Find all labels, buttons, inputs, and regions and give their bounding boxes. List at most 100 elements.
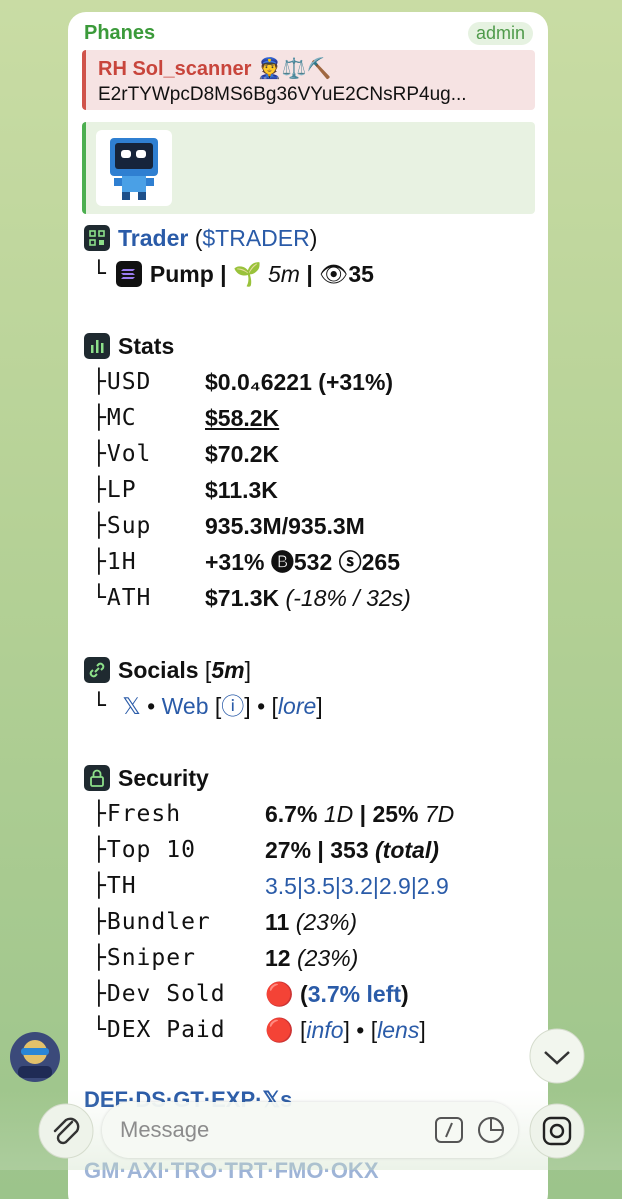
text-run: 5m: [211, 657, 245, 683]
text-run: |: [299, 261, 320, 287]
row-label: └DEX Paid: [92, 1017, 226, 1043]
sender-name[interactable]: Phanes: [84, 22, 156, 44]
text-run: 7D: [418, 801, 455, 827]
line-heading: Stats: [84, 328, 544, 364]
text-run: |: [353, 801, 373, 827]
admin-badge: admin: [468, 22, 534, 45]
text-run: 🔴: [265, 1017, 301, 1043]
text-run: 12: [265, 945, 291, 971]
row-label: └ATH: [92, 585, 152, 611]
text-run: 35: [348, 261, 374, 287]
qr-icon: [84, 225, 110, 251]
link-text[interactable]: lore: [277, 693, 317, 719]
row-label: ├Dev Sold: [92, 981, 226, 1007]
footer-links[interactable]: GM·AXI·TRO·TRT·FMO·OKX: [84, 1158, 379, 1183]
text-run: (23%): [290, 945, 359, 971]
token-image[interactable]: [96, 130, 172, 206]
line-row: ├LP $11.3K: [84, 472, 544, 508]
text-run: 11: [265, 909, 290, 935]
link-text[interactable]: 3.7% left: [307, 981, 402, 1007]
scroll-down-button[interactable]: [528, 1027, 586, 1085]
row-label: ├1H: [92, 549, 137, 575]
text-run: Socials: [118, 657, 199, 683]
text-run: Pump |: [149, 261, 227, 287]
text-run: 6.7%: [265, 801, 318, 827]
link-text[interactable]: 𝕏: [115, 693, 141, 719]
reply-title: RH Sol_scanner 👮⚖️⛏️: [98, 58, 332, 80]
link-text[interactable]: Web: [161, 693, 209, 719]
text-run: $71.3K: [205, 585, 280, 611]
text-run: 25%: [372, 801, 419, 827]
avatar[interactable]: [8, 1030, 62, 1084]
line-row: ├Sup 935.3M/935.3M: [84, 508, 544, 544]
reply-text: E2rTYWpcD8MS6Bg36VYuE2CNsRP4ug...: [98, 84, 467, 105]
line-row: ├Top 10 27% | 353 (total): [84, 832, 544, 868]
text-run: 1D: [317, 801, 354, 827]
text-run: ]: [419, 1017, 426, 1043]
lock-icon: [84, 765, 110, 791]
text-run: └: [92, 693, 106, 719]
row-label: ├Sup: [92, 513, 152, 539]
line-row: ├MC $58.2K: [84, 400, 544, 436]
line-row: ├Sniper 12 (23%): [84, 940, 544, 976]
text-run: [: [198, 657, 212, 683]
text-run: ): [309, 225, 318, 251]
row-label: ├USD: [92, 369, 152, 395]
line-sub: └ Pump | 🌱 5m | 👁 35: [84, 256, 544, 292]
text-run: (: [300, 981, 308, 1007]
line-row: ├Bundler 11 (23%): [84, 904, 544, 940]
text-run: Stats: [118, 333, 175, 359]
row-label: ├LP: [92, 477, 137, 503]
stats-icon: [84, 333, 110, 359]
link-text[interactable]: $TRADER: [202, 225, 310, 251]
link-text[interactable]: info: [306, 1017, 344, 1043]
commands-icon[interactable]: [434, 1116, 464, 1144]
message-input[interactable]: Message: [102, 1102, 518, 1158]
text-run: [: [300, 1017, 307, 1043]
line-row: ├Fresh 6.7% 1D | 25% 7D: [84, 796, 544, 832]
text-run: 5m: [268, 261, 300, 287]
text-run: $58.2K: [205, 405, 280, 431]
link-icon: [84, 657, 110, 683]
text-run: [: [208, 693, 222, 719]
input-placeholder: Message: [120, 1117, 210, 1142]
text-run: ]: [244, 657, 251, 683]
row-label: ├Fresh: [92, 801, 182, 827]
text-run: 935.3M/935.3M: [205, 513, 365, 539]
link-text[interactable]: 3.5|3.5|3.2|2.9|2.9: [265, 873, 449, 899]
line-title: Trader ($TRADER): [84, 220, 544, 256]
camera-button[interactable]: [528, 1102, 586, 1160]
message-body: Trader ($TRADER) └ Pump | 🌱 5m | 👁 35 Stats ├…: [84, 220, 544, 1118]
text-run: 🌱: [226, 261, 268, 287]
text-run: └: [92, 261, 106, 287]
sticker-icon[interactable]: [476, 1115, 506, 1145]
text-run: +31% 🅑532 ⓢ265: [205, 549, 400, 575]
row-label: ├Vol: [92, 441, 152, 467]
line-row: └ATH $71.3K (-18% / 32s): [84, 580, 544, 616]
sol-icon: [115, 261, 142, 287]
line-row: ├1H +31% 🅑532 ⓢ265: [84, 544, 544, 580]
line-row: ├Dev Sold 🔴 (3.7% left): [84, 976, 544, 1012]
row-label: ├Bundler: [92, 909, 211, 935]
link-text[interactable]: lens: [377, 1017, 420, 1043]
line-heading: Socials [5m]: [84, 652, 544, 688]
text-run: (total): [368, 837, 439, 863]
row-label: ├MC: [92, 405, 137, 431]
text-run: $70.2K: [205, 441, 280, 467]
line-sub: └ 𝕏 • Web [ⓘ] • [lore]: [84, 688, 544, 724]
text-run: 27% | 353: [265, 837, 369, 863]
text-run: (-18% / 32s): [279, 585, 411, 611]
link-text[interactable]: Trader: [118, 225, 189, 251]
text-run: 👁: [319, 261, 349, 287]
reply-quote[interactable]: RH Sol_scanner 👮⚖️⛏️ E2rTYWpcD8MS6Bg36VY…: [82, 50, 535, 110]
text-run: (23%): [289, 909, 358, 935]
text-run: •: [140, 693, 162, 719]
text-run: (: [188, 225, 203, 251]
attach-button[interactable]: [37, 1102, 95, 1160]
row-label: ├Top 10: [92, 837, 196, 863]
text-run: 🔴: [265, 981, 301, 1007]
text-run: ): [401, 981, 409, 1007]
text-run: ] • [: [343, 1017, 378, 1043]
link-text[interactable]: ⓘ: [221, 693, 245, 719]
